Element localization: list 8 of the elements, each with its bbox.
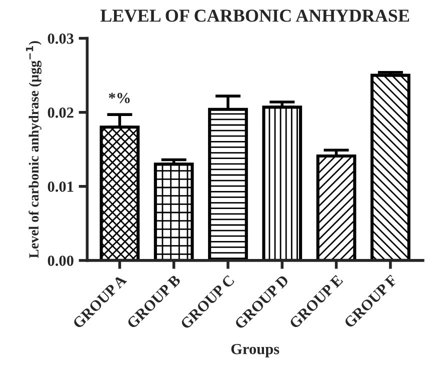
x-axis-title: Groups bbox=[231, 344, 280, 358]
annotation: *% bbox=[108, 92, 130, 104]
y-tick-label: 0.01 bbox=[48, 182, 74, 192]
y-axis-title: Level of carbonic anhydrase (µgg$^{−1}$) bbox=[26, 41, 42, 258]
y-tick-label: 0.02 bbox=[48, 107, 74, 118]
chart-title: LEVEL OF CARBONIC ANHYDRASE bbox=[100, 10, 410, 22]
y-tick-label: 0.03 bbox=[48, 33, 74, 44]
y-tick-label: 0.00 bbox=[48, 256, 74, 266]
